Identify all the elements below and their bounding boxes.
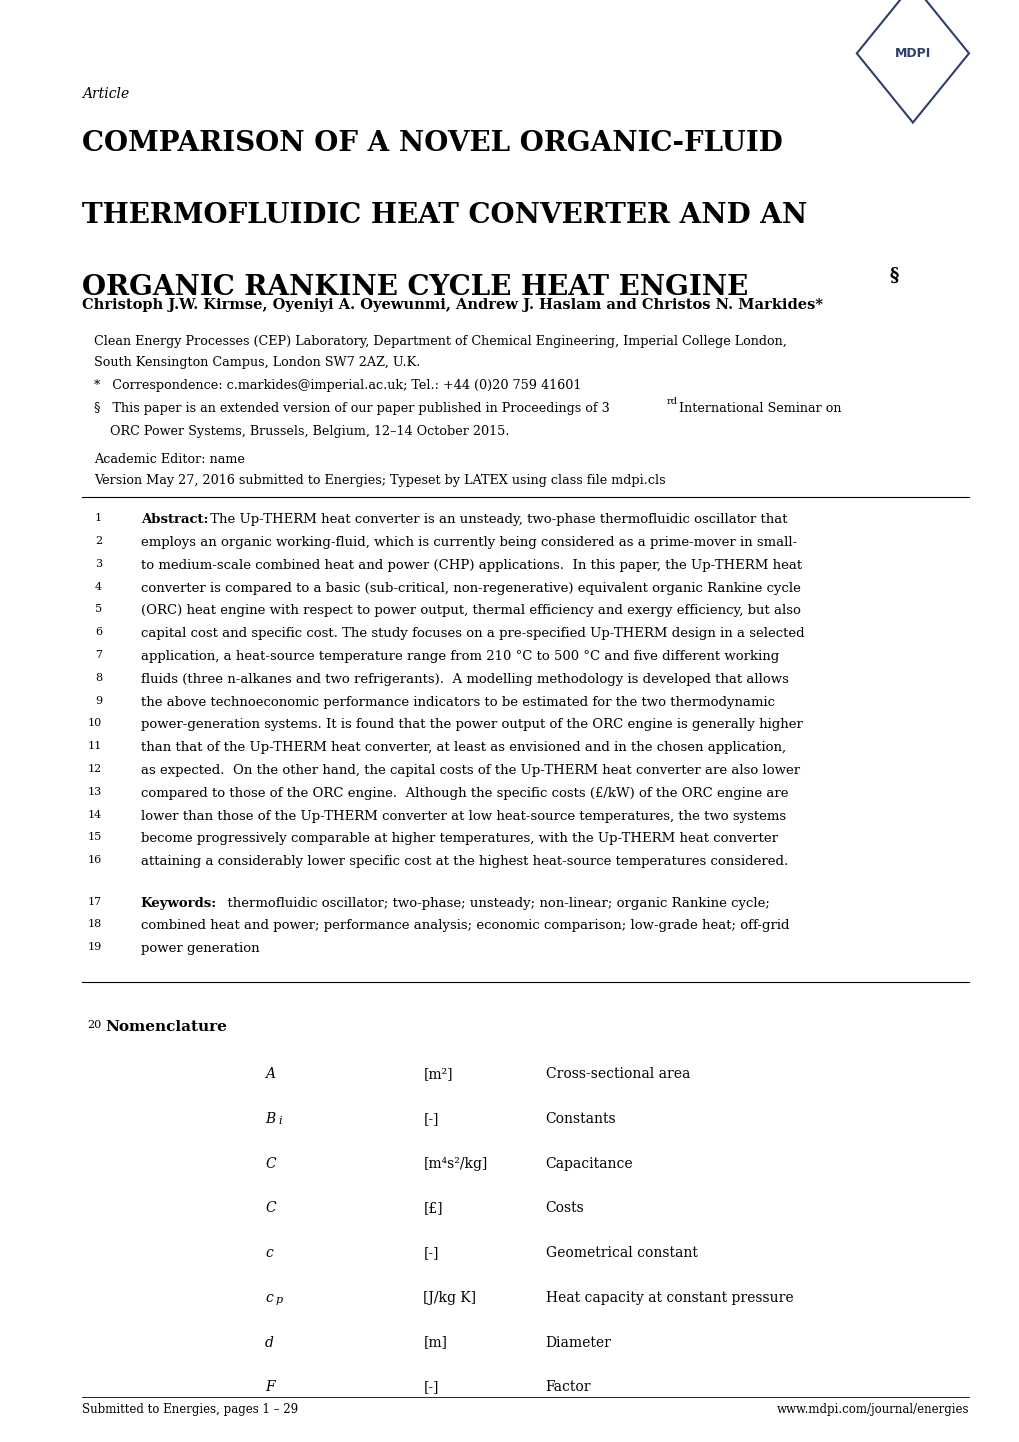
Text: Cross-sectional area: Cross-sectional area [545, 1067, 690, 1082]
Text: to medium-scale combined heat and power (CHP) applications.  In this paper, the : to medium-scale combined heat and power … [141, 559, 801, 572]
Text: as expected.  On the other hand, the capital costs of the Up-THERM heat converte: as expected. On the other hand, the capi… [141, 764, 799, 777]
Text: application, a heat-source temperature range from 210 °C to 500 °C and five diff: application, a heat-source temperature r… [141, 650, 779, 663]
Text: International Seminar on: International Seminar on [675, 402, 841, 415]
Text: Nomenclature: Nomenclature [105, 1019, 226, 1034]
Text: MDPI: MDPI [894, 46, 930, 61]
Text: *   Correspondence: c.markides@imperial.ac.uk; Tel.: +44 (0)20 759 41601: * Correspondence: c.markides@imperial.ac… [94, 379, 581, 392]
Text: capital cost and specific cost. The study focuses on a pre-specified Up-THERM de: capital cost and specific cost. The stud… [141, 627, 804, 640]
Text: [-]: [-] [423, 1246, 438, 1260]
Text: Geometrical constant: Geometrical constant [545, 1246, 697, 1260]
Text: [J/kg K]: [J/kg K] [423, 1291, 476, 1305]
Text: c: c [265, 1246, 273, 1260]
Text: Capacitance: Capacitance [545, 1156, 633, 1171]
Text: A: A [265, 1067, 275, 1082]
Text: Diameter: Diameter [545, 1335, 611, 1350]
Text: C: C [265, 1156, 275, 1171]
Text: ORGANIC RANKINE CYCLE HEAT ENGINE: ORGANIC RANKINE CYCLE HEAT ENGINE [82, 274, 747, 301]
Text: B: B [265, 1112, 275, 1126]
Text: 12: 12 [88, 764, 102, 774]
Text: converter is compared to a basic (sub-critical, non-regenerative) equivalent org: converter is compared to a basic (sub-cr… [141, 581, 800, 594]
Text: compared to those of the ORC engine.  Although the specific costs (£/kW) of the : compared to those of the ORC engine. Alt… [141, 787, 788, 800]
Text: Abstract:: Abstract: [141, 513, 208, 526]
Text: [m⁴s²/kg]: [m⁴s²/kg] [423, 1156, 487, 1171]
Text: [-]: [-] [423, 1380, 438, 1394]
Text: c: c [265, 1291, 273, 1305]
Text: thermofluidic oscillator; two-phase; unsteady; non-linear; organic Rankine cycle: thermofluidic oscillator; two-phase; uns… [219, 897, 769, 910]
Text: d: d [265, 1335, 274, 1350]
Text: [m]: [m] [423, 1335, 447, 1350]
Text: 7: 7 [95, 650, 102, 660]
Text: 20: 20 [88, 1019, 102, 1030]
Text: Heat capacity at constant pressure: Heat capacity at constant pressure [545, 1291, 793, 1305]
Text: The Up-THERM heat converter is an unsteady, two-phase thermofluidic oscillator t: The Up-THERM heat converter is an unstea… [206, 513, 787, 526]
Text: power-generation systems. It is found that the power output of the ORC engine is: power-generation systems. It is found th… [141, 718, 802, 731]
Text: power generation: power generation [141, 942, 259, 955]
Text: Version May 27, 2016 submitted to Energies; Typeset by LATEX using class file md: Version May 27, 2016 submitted to Energi… [94, 474, 664, 487]
Text: 15: 15 [88, 832, 102, 842]
Text: ORC Power Systems, Brussels, Belgium, 12–14 October 2015.: ORC Power Systems, Brussels, Belgium, 12… [94, 425, 508, 438]
Text: 17: 17 [88, 897, 102, 907]
Text: 3: 3 [95, 559, 102, 570]
Text: THERMOFLUIDIC HEAT CONVERTER AND AN: THERMOFLUIDIC HEAT CONVERTER AND AN [82, 202, 806, 229]
Text: Factor: Factor [545, 1380, 591, 1394]
Text: Keywords:: Keywords: [141, 897, 217, 910]
Text: 1: 1 [95, 513, 102, 523]
Text: [-]: [-] [423, 1112, 438, 1126]
Text: than that of the Up-THERM heat converter, at least as envisioned and in the chos: than that of the Up-THERM heat converter… [141, 741, 785, 754]
Text: 18: 18 [88, 920, 102, 930]
Text: combined heat and power; performance analysis; economic comparison; low-grade he: combined heat and power; performance ana… [141, 920, 789, 933]
Text: fluids (three n-alkanes and two refrigerants).  A modelling methodology is devel: fluids (three n-alkanes and two refriger… [141, 673, 788, 686]
Text: become progressively comparable at higher temperatures, with the Up-THERM heat c: become progressively comparable at highe… [141, 832, 777, 845]
Text: Christoph J.W. Kirmse, Oyeniyi A. Oyewunmi, Andrew J. Haslam and Christos N. Mar: Christoph J.W. Kirmse, Oyeniyi A. Oyewun… [82, 298, 821, 313]
Text: Costs: Costs [545, 1201, 584, 1216]
Text: Article: Article [82, 87, 128, 101]
Text: COMPARISON OF A NOVEL ORGANIC-FLUID: COMPARISON OF A NOVEL ORGANIC-FLUID [82, 130, 782, 157]
Text: [m²]: [m²] [423, 1067, 452, 1082]
Text: 16: 16 [88, 855, 102, 865]
Text: 6: 6 [95, 627, 102, 637]
Text: Clean Energy Processes (CEP) Laboratory, Department of Chemical Engineering, Imp: Clean Energy Processes (CEP) Laboratory,… [94, 335, 786, 348]
Text: C: C [265, 1201, 275, 1216]
Text: 19: 19 [88, 942, 102, 952]
Text: www.mdpi.com/journal/energies: www.mdpi.com/journal/energies [775, 1403, 968, 1416]
Text: Academic Editor: name: Academic Editor: name [94, 453, 245, 466]
Text: (ORC) heat engine with respect to power output, thermal efficiency and exergy ef: (ORC) heat engine with respect to power … [141, 604, 800, 617]
Text: the above technoeconomic performance indicators to be estimated for the two ther: the above technoeconomic performance ind… [141, 695, 774, 708]
Text: 10: 10 [88, 718, 102, 728]
Text: 4: 4 [95, 581, 102, 591]
Text: 11: 11 [88, 741, 102, 751]
Text: p: p [275, 1295, 282, 1305]
Text: [£]: [£] [423, 1201, 442, 1216]
Text: Constants: Constants [545, 1112, 615, 1126]
Text: §: § [889, 267, 898, 284]
Text: 8: 8 [95, 673, 102, 684]
Text: i: i [278, 1116, 281, 1126]
Text: 5: 5 [95, 604, 102, 614]
Text: 14: 14 [88, 809, 102, 819]
Text: 2: 2 [95, 536, 102, 547]
Text: 13: 13 [88, 787, 102, 797]
Text: §   This paper is an extended version of our paper published in Proceedings of 3: § This paper is an extended version of o… [94, 402, 609, 415]
Text: attaining a considerably lower specific cost at the highest heat-source temperat: attaining a considerably lower specific … [141, 855, 788, 868]
Text: 9: 9 [95, 695, 102, 705]
Text: South Kensington Campus, London SW7 2AZ, U.K.: South Kensington Campus, London SW7 2AZ,… [94, 356, 420, 369]
Text: lower than those of the Up-THERM converter at low heat-source temperatures, the : lower than those of the Up-THERM convert… [141, 809, 785, 822]
Text: Submitted to Energies, pages 1 – 29: Submitted to Energies, pages 1 – 29 [82, 1403, 298, 1416]
Text: F: F [265, 1380, 274, 1394]
Text: employs an organic working-fluid, which is currently being considered as a prime: employs an organic working-fluid, which … [141, 536, 796, 549]
Text: rd: rd [666, 397, 677, 405]
